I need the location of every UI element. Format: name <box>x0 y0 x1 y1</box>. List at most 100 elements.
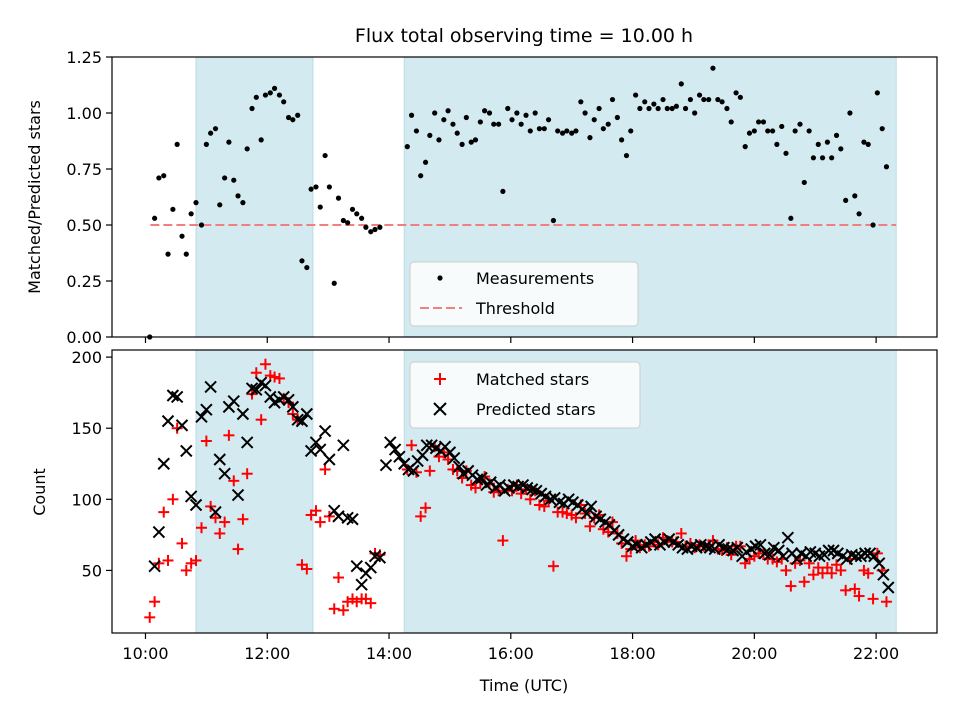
measurement-point <box>359 215 365 221</box>
predicted-star-point <box>314 443 327 456</box>
x-b <box>882 581 895 594</box>
x-b <box>300 407 314 421</box>
x-b <box>245 382 259 395</box>
x-b <box>471 473 484 486</box>
matched-star-point <box>821 562 833 574</box>
measurement-point <box>235 193 241 199</box>
x-b <box>699 540 712 553</box>
x-b <box>721 542 735 556</box>
measurement-point <box>326 184 332 190</box>
predicted-star-point <box>218 467 231 480</box>
predicted-star-point <box>157 457 170 470</box>
x-b <box>731 541 744 554</box>
x-b <box>180 444 193 458</box>
matched-star-point <box>880 596 892 608</box>
bottom-panel: Matched stars Predicted stars 50 100 150 200 1… <box>71 348 938 663</box>
y-tick-label: 0.00 <box>66 328 102 347</box>
measurement-point <box>156 175 162 181</box>
x-b <box>530 484 543 497</box>
measurement-point <box>682 105 689 112</box>
predicted-star-point <box>447 451 461 465</box>
measurement-point <box>331 280 337 286</box>
axes-frame <box>111 349 938 634</box>
measurement-point <box>573 128 579 134</box>
predicted-star-point <box>754 538 767 552</box>
measurement-point <box>724 105 730 112</box>
measurement-point <box>710 65 716 71</box>
predicted-star-point <box>584 500 598 513</box>
x-tick-label: 20:00 <box>731 644 777 663</box>
measurement-point <box>797 121 803 127</box>
measurement-point <box>432 110 438 116</box>
measurement-point <box>408 112 415 118</box>
x-b <box>831 547 844 560</box>
x-b <box>772 544 785 557</box>
measurement-point <box>751 128 757 134</box>
measurement-point <box>664 105 670 112</box>
measurement-point <box>418 173 424 179</box>
measurement-point <box>198 222 205 228</box>
legend-label-measurements: Measurements <box>476 269 594 288</box>
measurement-point <box>212 126 219 132</box>
predicted-star-point <box>731 541 744 554</box>
measurement-point <box>313 184 319 190</box>
x-b <box>521 481 534 495</box>
x-b <box>712 538 726 552</box>
measurement-point <box>514 110 520 116</box>
matched-star-point <box>228 475 240 487</box>
matched-star-point <box>807 569 819 581</box>
measurement-point <box>500 188 506 194</box>
measurement-point <box>810 155 817 161</box>
predicted-star-point <box>507 478 521 492</box>
predicted-star-point <box>323 453 336 466</box>
predicted-star-point <box>346 513 359 526</box>
predicted-star-point <box>350 559 363 573</box>
measurement-point <box>193 200 199 206</box>
matched-star-point <box>584 520 596 532</box>
matched-star-point <box>158 506 170 518</box>
predicted-star-point <box>849 549 863 563</box>
matched-star-point <box>406 439 418 451</box>
x-b <box>200 403 213 416</box>
x-b <box>872 557 886 570</box>
predicted-star-point <box>295 414 309 428</box>
x-b <box>507 478 521 492</box>
measurement-point <box>267 90 273 96</box>
matched-star-point <box>223 429 235 441</box>
y-tick-label: 0.25 <box>66 272 102 291</box>
predicted-star-point <box>175 419 189 432</box>
y-tick-label: 50 <box>82 561 102 580</box>
measurement-point <box>363 224 369 230</box>
measurement-point <box>450 121 456 127</box>
x-b <box>694 538 707 552</box>
predicted-star-point <box>443 446 457 459</box>
x-b <box>763 548 776 561</box>
x-b <box>166 389 180 402</box>
x-b <box>685 540 698 553</box>
matched-star-point <box>210 512 222 524</box>
measurement-point <box>569 130 575 136</box>
measurement-point <box>770 128 776 134</box>
predicted-star-point <box>858 547 872 560</box>
measurement-point <box>824 139 831 145</box>
x-b <box>630 538 644 552</box>
measurement-point <box>637 105 643 112</box>
measurement-point <box>281 99 287 105</box>
measurement-point <box>737 94 743 100</box>
x-b <box>676 541 689 554</box>
x-b <box>384 436 397 449</box>
measurement-point <box>377 224 383 230</box>
measurement-point <box>231 177 237 183</box>
x-b <box>314 443 327 456</box>
measurement-point <box>733 90 739 96</box>
measurement-point <box>249 105 255 112</box>
measurement-point <box>240 200 246 206</box>
measurement-point <box>454 130 460 136</box>
measurement-point <box>843 197 849 203</box>
predicted-star-point <box>245 382 259 395</box>
x-b <box>868 549 881 563</box>
measurement-point <box>861 139 867 145</box>
measurement-point <box>701 96 707 103</box>
x-b <box>525 483 539 496</box>
measurement-point <box>847 110 853 116</box>
